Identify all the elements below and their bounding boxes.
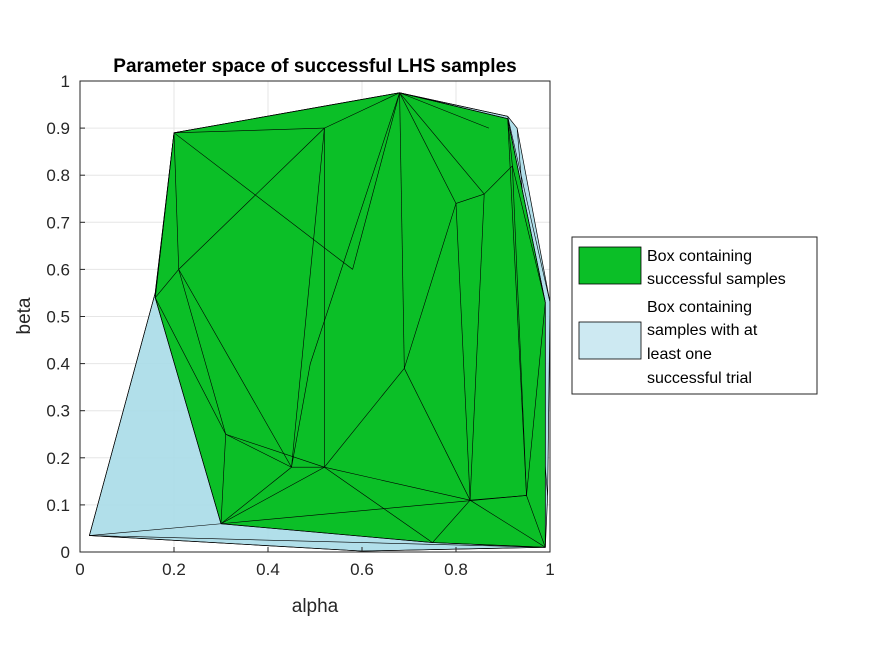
hull-successful-edge <box>432 499 471 543</box>
hull-successful-edge <box>399 92 508 119</box>
y-tick-label: 0.6 <box>46 260 70 279</box>
y-axis-label: beta <box>14 297 35 334</box>
hull-successful-edge <box>225 433 325 468</box>
x-tick-label: 1 <box>545 560 554 579</box>
legend-label-at-least-one-line-4: successful trial <box>647 370 752 387</box>
hull-successful-edge <box>404 368 471 501</box>
hull-successful-edge <box>154 297 222 524</box>
hull-at-least-one-successful-edge <box>89 535 363 552</box>
y-tick-label: 1 <box>61 72 70 91</box>
hull-successful-edge <box>507 118 546 303</box>
hull-successful <box>154 92 546 548</box>
legend-swatch-at-least-one <box>578 321 642 360</box>
hull-successful-edge <box>526 495 546 548</box>
hull-successful-edge <box>507 118 513 166</box>
hull-successful-edge <box>455 203 471 501</box>
legend-label-at-least-one-line-3: least one <box>647 346 712 363</box>
hull-successful-edge <box>352 92 400 270</box>
hull-at-least-one-successful-edge <box>507 116 551 303</box>
hull-successful-edge <box>399 92 490 129</box>
hull-successful-edge <box>512 165 546 303</box>
y-tick-label: 0.2 <box>46 449 70 468</box>
hull-successful-edge <box>310 92 400 364</box>
hull-successful-edge <box>220 466 292 524</box>
x-tick-label: 0.8 <box>444 560 468 579</box>
hull-successful-edge <box>324 466 433 543</box>
y-tick-label: 0.7 <box>46 213 70 232</box>
hull-successful-edge <box>432 542 546 548</box>
hull-successful-edge <box>173 127 325 134</box>
x-tick-label: 0.4 <box>256 560 280 579</box>
hull-successful-edge <box>220 466 325 525</box>
y-tick-label: 0.1 <box>46 496 70 515</box>
hull-successful-edge <box>154 132 175 298</box>
legend-label-at-least-one-line-1: Box containing <box>647 299 752 316</box>
hull-successful-edge <box>291 363 311 468</box>
hull-successful-edge <box>324 368 405 468</box>
hull-successful-edge <box>220 523 433 543</box>
y-tick-label: 0.5 <box>46 308 70 327</box>
legend: Box containing successful samples Box co… <box>571 236 818 395</box>
hull-successful-edge <box>526 302 546 496</box>
hull-successful-edge <box>154 269 179 298</box>
y-tick-label: 0.9 <box>46 119 70 138</box>
hull-successful-edge <box>324 92 400 129</box>
hull-at-least-one-successful-edge <box>89 292 156 536</box>
y-tick-label: 0.8 <box>46 166 70 185</box>
hull-successful-edge <box>483 165 513 195</box>
hull-successful-edge <box>469 499 546 548</box>
chart-title: Parameter space of successful LHS sample… <box>113 56 516 77</box>
y-tick-label: 0.3 <box>46 402 70 421</box>
y-tick-label: 0 <box>61 543 70 562</box>
hull-successful-edge <box>154 297 226 435</box>
hull-successful-edge <box>469 194 485 501</box>
legend-label-successful-line-2: successful samples <box>647 271 786 288</box>
hull-successful-edge <box>324 466 471 501</box>
hull-successful-edge <box>512 165 527 496</box>
hull-successful-edge <box>173 92 400 134</box>
hull-successful-edge <box>455 193 485 204</box>
x-axis-label: alpha <box>292 596 339 617</box>
hull-successful-edge <box>404 203 457 369</box>
hull-successful-fill <box>154 92 546 548</box>
hull-successful-edge <box>178 269 292 468</box>
hull-layer <box>88 92 551 552</box>
hull-successful-edge <box>178 269 226 435</box>
x-tick-label: 0.6 <box>350 560 374 579</box>
hull-at-least-one-successful-edge <box>399 92 508 117</box>
x-tick-label: 0.2 <box>162 560 186 579</box>
legend-swatch-successful <box>578 246 642 285</box>
hull-successful-edge <box>399 92 405 369</box>
tick-layer: 0 0.2 0.4 0.6 0.8 1 0 0.1 0.2 0.3 0.4 0.5 0.6 0.7 0.8 0… <box>46 72 554 579</box>
hull-successful-edge <box>173 132 179 270</box>
y-tick-label: 0.4 <box>46 355 70 374</box>
hull-successful-edge <box>225 433 292 468</box>
hull-successful-edge <box>173 132 353 270</box>
legend-label-at-least-one-line-2: samples with at <box>647 322 758 339</box>
hull-successful-edge <box>399 92 457 204</box>
hull-successful-edge <box>220 495 527 525</box>
hull-successful-edge <box>399 92 485 195</box>
hull-successful-edge <box>220 434 226 524</box>
x-tick-label: 0 <box>75 560 84 579</box>
hull-successful-edge <box>507 118 527 496</box>
hull-at-least-one-successful-edge <box>89 523 222 536</box>
legend-label-successful-line-1: Box containing <box>647 248 752 265</box>
hull-at-least-one-successful-edge <box>89 535 546 548</box>
hull-successful-edge <box>178 127 325 270</box>
hull-successful-edge <box>291 128 325 468</box>
hull-at-least-one-successful-edge <box>361 546 546 552</box>
